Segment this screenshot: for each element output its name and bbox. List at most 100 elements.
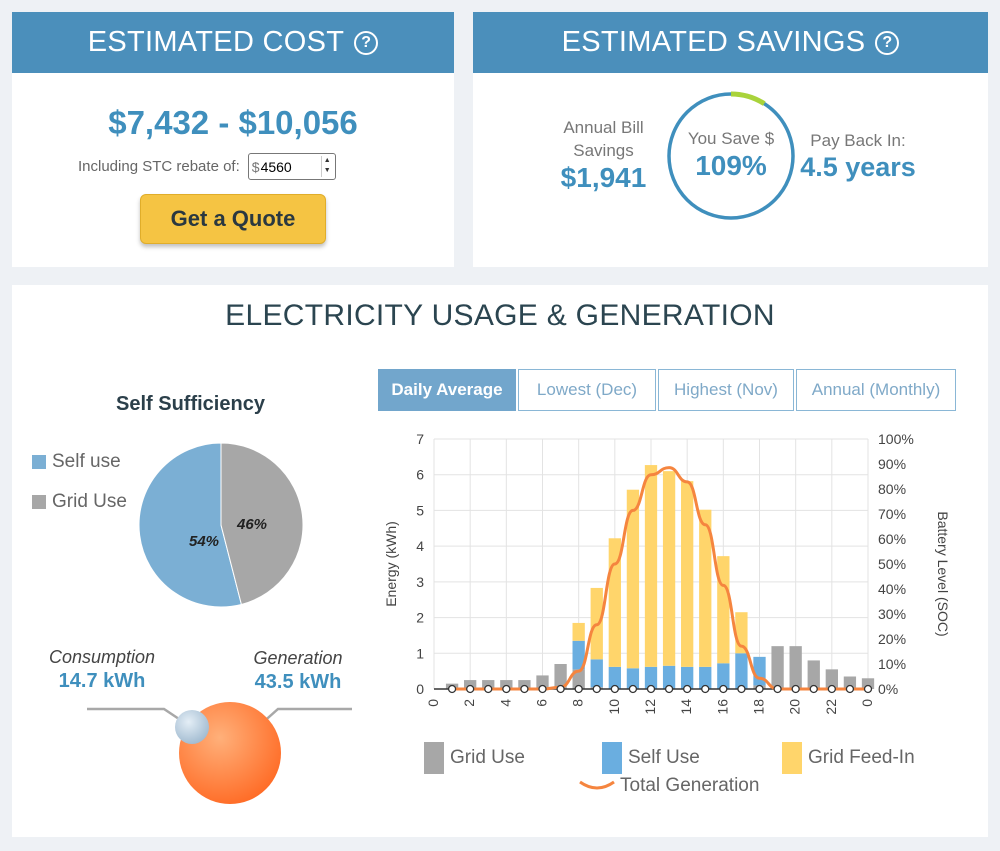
tab-lowest[interactable]: Lowest (Dec): [518, 369, 656, 411]
y2-tick-label: 100%: [878, 431, 914, 447]
bar-grid-feed-in: [644, 465, 658, 667]
you-save-value: 109%: [695, 150, 767, 181]
help-icon[interactable]: ?: [875, 30, 900, 55]
bar-grid-use: [536, 675, 549, 689]
y2-tick-label: 50%: [878, 556, 906, 572]
balance-illustration: [87, 702, 352, 804]
bill-label-1: Annual Bill: [563, 118, 644, 137]
legend-swatch: [32, 455, 46, 469]
x-tick-label: 0: [859, 699, 875, 707]
battery-soc-point: [574, 684, 583, 694]
generation-value: 43.5 kWh: [254, 671, 342, 693]
x-tick-label: 12: [642, 699, 658, 715]
bar-grid-feed-in: [572, 622, 585, 641]
bar-grid-feed-in: [662, 471, 676, 666]
total-generation-line: [452, 466, 868, 691]
estimated-cost-card: ESTIMATED COST ? $7,432 - $10,056 Includ…: [12, 12, 454, 267]
bar-grid-use: [843, 676, 857, 689]
legend-grid-feed-in: Grid Feed-In: [782, 742, 915, 774]
y-tick-label: 7: [416, 431, 424, 447]
get-quote-button[interactable]: Get a Quote: [140, 194, 326, 244]
x-tick-label: 8: [570, 699, 586, 707]
legend-self-use-bar: Self Use: [602, 742, 700, 774]
you-save: You Save $ 109%: [666, 92, 796, 182]
pie-slice-self-use[interactable]: [138, 442, 243, 608]
tab-daily-average[interactable]: Daily Average: [378, 369, 516, 411]
bill-value: $1,941: [560, 162, 647, 193]
stc-value[interactable]: 4560: [260, 158, 292, 175]
y-tick-label: 6: [416, 467, 424, 483]
you-save-label: You Save $: [687, 129, 775, 148]
y2-tick-label: 0%: [878, 681, 898, 697]
consumption-value: 14.7 kWh: [58, 670, 146, 692]
bar-grid-feed-in: [681, 481, 694, 667]
line-swatch-icon: [579, 780, 615, 790]
battery-soc-point: [610, 684, 619, 694]
y-tick-label: 2: [416, 610, 424, 626]
x-tick-label: 22: [823, 699, 839, 715]
y2-tick-label: 10%: [878, 656, 906, 672]
bar-grid-use: [482, 680, 495, 689]
y2-tick-label: 20%: [878, 631, 906, 647]
legend-label: Grid Use: [52, 491, 127, 512]
legend-grid-use-bar: Grid Use: [424, 742, 525, 774]
battery-soc-point: [791, 684, 800, 694]
payback: Pay Back In: 4.5 years: [798, 129, 918, 183]
legend-grid-use: Grid Use: [32, 491, 127, 513]
bar-grid-use: [789, 646, 802, 689]
y2-tick-label: 30%: [878, 606, 906, 622]
battery-soc-point: [466, 684, 475, 694]
battery-soc-point: [628, 684, 638, 694]
y2-tick-label: 40%: [878, 581, 906, 597]
battery-soc-point: [683, 684, 692, 694]
ring-progress: [730, 91, 766, 106]
bill-label-2: Savings: [573, 141, 634, 160]
bar-self-use: [626, 668, 640, 689]
help-icon[interactable]: ?: [354, 30, 379, 55]
x-tick-label: 2: [461, 699, 477, 707]
x-tick-label: 20: [787, 699, 803, 715]
payback-label: Pay Back In:: [810, 131, 906, 150]
chart-tabs: Daily Average Lowest (Dec) Highest (Nov)…: [378, 369, 958, 411]
y2-tick-label: 60%: [878, 531, 906, 547]
y2-tick-label: 80%: [878, 481, 906, 497]
consumption-pointer: [87, 707, 183, 723]
stepper-icon[interactable]: ▲ ▼: [320, 156, 333, 177]
y2-tick-label: 70%: [878, 506, 906, 522]
usage-chart: 012345670%10%20%30%40%50%60%70%80%90%100…: [383, 431, 951, 715]
bar-self-use: [681, 666, 694, 689]
currency-symbol: $: [251, 158, 260, 175]
annual-bill-savings: Annual Bill Savings $1,941: [551, 116, 656, 194]
y-tick-label: 3: [416, 574, 424, 590]
y2-axis-title: Battery Level (SOC): [935, 511, 951, 636]
battery-soc-point: [538, 684, 547, 694]
usage-title: ELECTRICITY USAGE & GENERATION: [225, 299, 775, 332]
legend-label: Total Generation: [620, 775, 760, 796]
payback-value: 4.5 years: [800, 152, 916, 182]
legend-label: Grid Use: [450, 747, 525, 768]
battery-soc-point: [556, 684, 565, 694]
bar-grid-use: [771, 646, 784, 689]
pie-label-grid: 46%: [236, 516, 267, 533]
bar-grid-feed-in: [699, 509, 712, 667]
bar-grid-use: [861, 678, 875, 689]
savings-header: ESTIMATED SAVINGS ?: [473, 12, 988, 73]
pie-label-self: 54%: [189, 533, 219, 550]
bar-self-use: [699, 666, 712, 689]
battery-soc-point: [701, 684, 710, 694]
bar-self-use: [735, 653, 748, 689]
legend-label: Grid Feed-In: [808, 747, 915, 768]
pie-slice-grid-use[interactable]: [220, 442, 304, 606]
bar-grid-use: [554, 664, 567, 689]
x-tick-label: 14: [678, 699, 694, 715]
legend-total-generation: Total Generation: [578, 775, 759, 797]
stc-rebate-input[interactable]: $ 4560 ▲ ▼: [247, 153, 336, 180]
battery-soc-point: [664, 684, 674, 694]
tab-annual[interactable]: Annual (Monthly): [796, 369, 956, 411]
tab-highest[interactable]: Highest (Nov): [658, 369, 794, 411]
y-axis-title: Energy (kWh): [383, 521, 399, 607]
x-tick-label: 4: [497, 699, 513, 707]
battery-soc-point: [484, 684, 493, 694]
y-tick-label: 1: [416, 645, 424, 661]
estimated-savings-card: ESTIMATED SAVINGS ? Annual Bill Savings …: [473, 12, 988, 267]
